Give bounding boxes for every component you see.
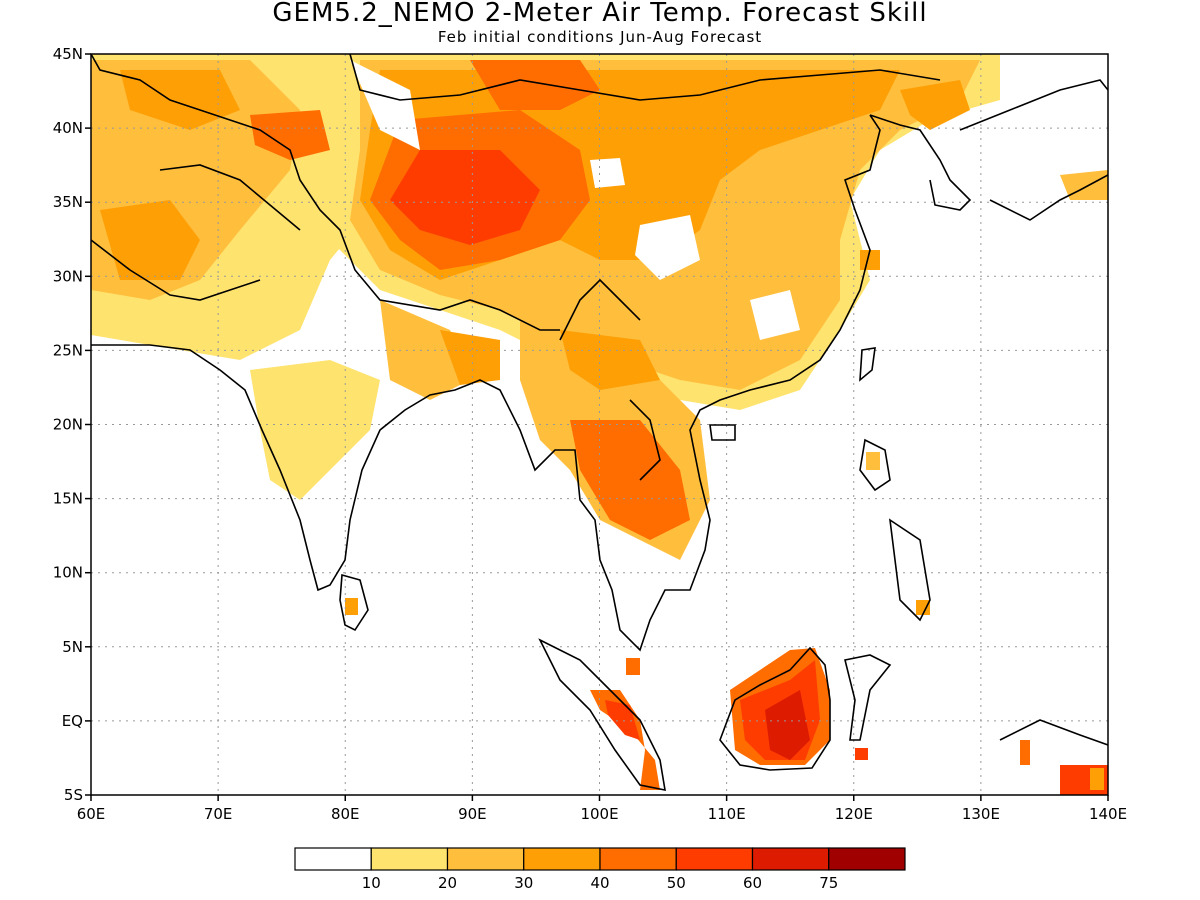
y-tick-label: 25N xyxy=(53,341,83,359)
colorbar-swatch xyxy=(751,847,830,871)
y-tick-label: 45N xyxy=(53,45,83,63)
x-tick-label: 120E xyxy=(835,805,873,823)
x-tick-label: 110E xyxy=(708,805,746,823)
colorbar-label: 40 xyxy=(590,874,609,892)
x-tick-label: 90E xyxy=(458,805,487,823)
colorbar-swatch xyxy=(294,847,372,871)
x-tick-label: 70E xyxy=(204,805,233,823)
y-tick-label: 15N xyxy=(53,490,83,508)
x-tick-label: 80E xyxy=(331,805,360,823)
colorbar-label: 50 xyxy=(667,874,686,892)
y-tick-label: 30N xyxy=(53,267,83,285)
x-tick-label: 60E xyxy=(77,805,106,823)
colorbar-swatch xyxy=(828,847,906,871)
colorbar: 10 20 30 40 50 60 75 xyxy=(294,847,906,892)
colorbar-swatch xyxy=(675,847,754,871)
coastlines xyxy=(91,54,1108,792)
x-axis: 60E 70E 80E 90E 100E 110E 120E 130E 140E xyxy=(77,795,1127,823)
skill-field xyxy=(91,54,1108,795)
x-tick-label: 140E xyxy=(1089,805,1127,823)
x-tick-label: 100E xyxy=(580,805,618,823)
colorbar-label: 60 xyxy=(743,874,762,892)
y-tick-label: 5S xyxy=(64,786,83,804)
colorbar-label: 75 xyxy=(819,874,838,892)
colorbar-label: 20 xyxy=(438,874,457,892)
colorbar-label: 10 xyxy=(362,874,381,892)
y-tick-label: 10N xyxy=(53,564,83,582)
y-tick-label: EQ xyxy=(62,712,83,730)
y-tick-label: 20N xyxy=(53,416,83,434)
y-tick-label: 40N xyxy=(53,119,83,137)
map-subtitle: Feb initial conditions Jun-Aug Forecast xyxy=(437,28,763,46)
map-title: GEM5.2_NEMO 2-Meter Air Temp. Forecast S… xyxy=(272,0,928,28)
y-tick-label: 35N xyxy=(53,193,83,211)
colorbar-swatch xyxy=(446,847,525,871)
colorbar-swatch xyxy=(523,847,601,871)
colorbar-swatch xyxy=(370,847,449,871)
colorbar-label: 30 xyxy=(514,874,533,892)
y-axis: 45N 40N 35N 30N 25N 20N 15N 10N 5N EQ 5S xyxy=(53,45,91,804)
x-tick-label: 130E xyxy=(962,805,1000,823)
y-tick-label: 5N xyxy=(62,638,83,656)
colorbar-swatch xyxy=(599,847,677,871)
